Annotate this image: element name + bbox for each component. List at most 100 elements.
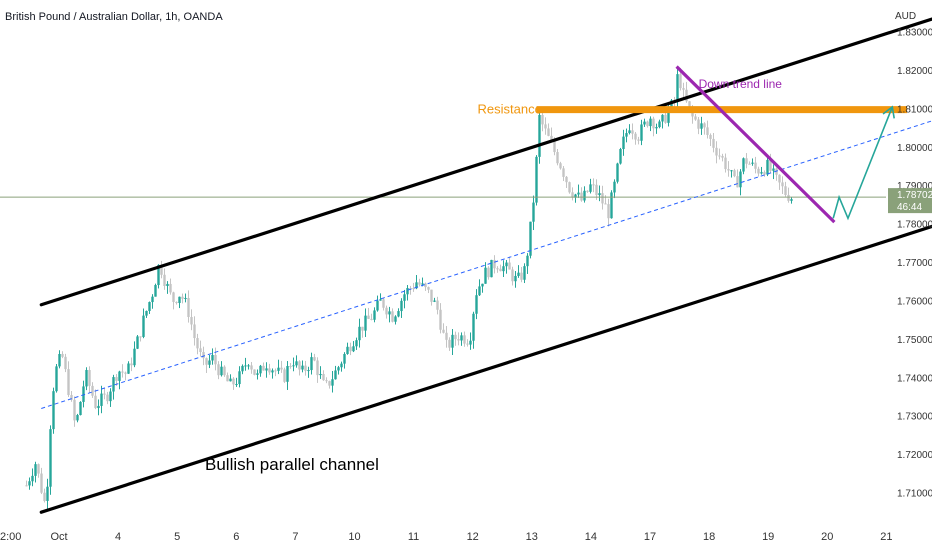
- candle-body: [706, 127, 709, 135]
- candle-body: [52, 391, 55, 430]
- candle-body: [514, 275, 517, 282]
- candle-body: [583, 190, 586, 201]
- candle-body: [463, 335, 466, 344]
- candle-body: [184, 297, 187, 299]
- candle-body: [307, 370, 310, 372]
- candle-body: [664, 114, 667, 123]
- drawing-overlays: Resistance Down trend line Bullish paralle…: [0, 17, 932, 514]
- candle-body: [145, 310, 148, 316]
- candle-body: [193, 324, 196, 339]
- candle-body: [397, 311, 400, 317]
- candle-body: [358, 326, 361, 341]
- candle-body: [280, 367, 283, 370]
- candle-body: [103, 393, 106, 395]
- time-tick-label: 19: [762, 531, 774, 543]
- current-price-label: 1.78702: [897, 190, 932, 201]
- candle-body: [532, 202, 535, 222]
- candle-body: [271, 370, 274, 373]
- candle-body: [709, 134, 712, 139]
- candle-body: [778, 174, 781, 183]
- candle-body: [745, 158, 748, 164]
- candle-body: [196, 338, 199, 349]
- candle-body: [496, 268, 499, 270]
- candle-body: [661, 114, 664, 122]
- candle-body: [94, 395, 97, 409]
- candle-body: [457, 339, 460, 341]
- time-tick-label: 2:00: [0, 531, 21, 543]
- time-tick-label: 12: [467, 531, 479, 543]
- candle-body: [343, 353, 346, 364]
- candle-body: [787, 194, 790, 201]
- candle-body: [100, 393, 103, 406]
- candle-body: [304, 365, 307, 371]
- candle-body: [547, 128, 550, 136]
- candle-body: [391, 311, 394, 322]
- candle-body: [517, 272, 520, 276]
- candle-body: [697, 119, 700, 129]
- resistance-label: Resistance: [478, 102, 542, 117]
- candlestick-series: [25, 67, 793, 510]
- candle-body: [739, 171, 742, 188]
- candle-body: [40, 473, 43, 493]
- candle-body: [412, 288, 415, 290]
- candle-body: [427, 287, 430, 290]
- candle-body: [340, 363, 343, 368]
- candle-body: [67, 369, 70, 396]
- candle-body: [112, 377, 115, 392]
- candle-body: [214, 355, 217, 365]
- price-tick-label: 1.77000: [897, 258, 932, 269]
- candle-body: [577, 192, 580, 195]
- candle-body: [601, 193, 604, 204]
- time-scale[interactable]: 2:00 Oct 4 5 6 7 10 11 12 13 14 17 18 19 20 21: [0, 531, 893, 543]
- candle-body: [580, 192, 583, 201]
- candle-body: [598, 193, 601, 196]
- candle-body: [61, 354, 64, 357]
- price-scale[interactable]: 1.83000 1.82000 1.81000 1.80000 1.79000 1.780…: [888, 28, 932, 500]
- candle-body: [301, 365, 304, 370]
- candle-body: [310, 357, 313, 371]
- candle-body: [226, 375, 229, 382]
- candle-body: [238, 371, 241, 385]
- candle-body: [475, 295, 478, 314]
- channel-mid-line: [41, 120, 932, 409]
- candle-body: [34, 464, 37, 476]
- candle-body: [46, 486, 49, 501]
- candle-body: [721, 155, 724, 158]
- candle-body: [76, 415, 79, 421]
- candle-body: [769, 159, 772, 171]
- price-tick-label: 1.82000: [897, 66, 932, 77]
- candle-body: [319, 373, 322, 376]
- candle-body: [376, 300, 379, 311]
- candle-body: [640, 124, 643, 141]
- candle-body: [388, 311, 391, 315]
- time-tick-label: 20: [821, 531, 833, 543]
- candle-body: [325, 380, 328, 382]
- candle-body: [766, 159, 769, 175]
- candle-body: [499, 268, 502, 272]
- candle-body: [754, 162, 757, 169]
- candle-body: [781, 182, 784, 187]
- candle-body: [676, 74, 679, 102]
- candle-body: [424, 283, 427, 288]
- time-tick-label: Oct: [50, 531, 67, 543]
- candle-body: [97, 405, 100, 409]
- candle-body: [265, 368, 268, 371]
- candle-body: [283, 369, 286, 382]
- candle-body: [49, 429, 52, 487]
- candle-body: [763, 172, 766, 175]
- candle-body: [727, 169, 730, 171]
- candle-body: [28, 481, 31, 486]
- candle-body: [772, 168, 775, 171]
- candle-body: [367, 315, 370, 319]
- candle-body: [130, 363, 133, 366]
- time-tick-label: 13: [526, 531, 538, 543]
- candle-body: [415, 282, 418, 289]
- candle-body: [220, 366, 223, 376]
- time-tick-label: 5: [174, 531, 180, 543]
- candle-body: [349, 346, 352, 352]
- candle-body: [160, 264, 163, 275]
- candle-body: [352, 346, 355, 352]
- candle-body: [43, 492, 46, 501]
- candle-body: [730, 170, 733, 172]
